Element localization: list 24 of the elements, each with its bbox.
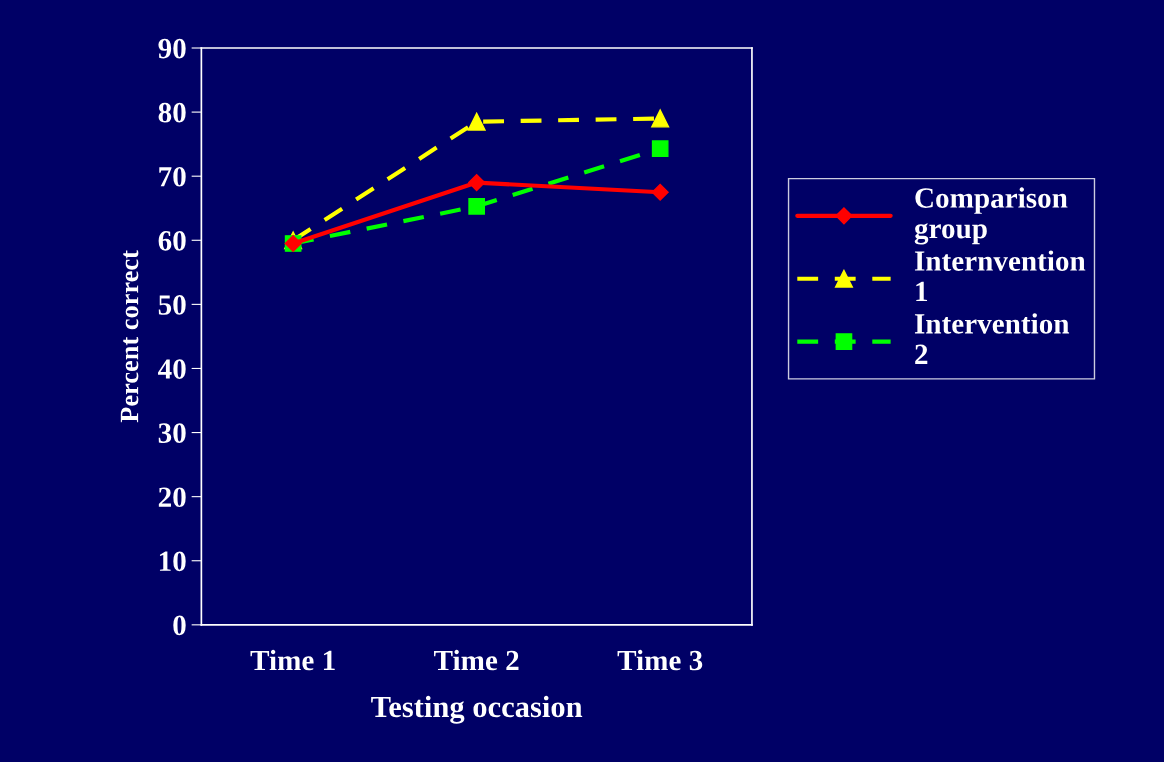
- legend-label: Internvention 1: [914, 250, 1086, 302]
- point: [651, 183, 669, 201]
- x-tick-label: Time 2: [434, 649, 519, 671]
- y-tick-label: 10: [159, 551, 186, 572]
- point: [467, 112, 486, 131]
- x-tick-label: Time 3: [617, 649, 703, 671]
- x-tick-label: Time 1: [250, 649, 335, 671]
- y-tick-label: 80: [158, 102, 186, 123]
- y-tick-label: 90: [158, 38, 186, 59]
- y-tick-label: 20: [158, 487, 186, 508]
- y-tick-label: 0: [173, 615, 186, 636]
- point: [468, 174, 486, 192]
- y-tick-label: 70: [159, 166, 186, 187]
- y-axis-title: Percent correct: [120, 250, 139, 423]
- x-axis-title: Testing occasion: [371, 695, 583, 724]
- legend-label: Intervention 2: [914, 313, 1070, 364]
- y-tick-label: 30: [158, 423, 186, 443]
- y-tick-label: 40: [158, 359, 186, 379]
- legend-label: Comparison group: [914, 187, 1068, 245]
- point: [468, 197, 485, 215]
- y-tick-label: 50: [158, 295, 186, 315]
- point: [651, 140, 669, 157]
- point: [651, 109, 670, 128]
- y-tick-label: 60: [158, 231, 186, 251]
